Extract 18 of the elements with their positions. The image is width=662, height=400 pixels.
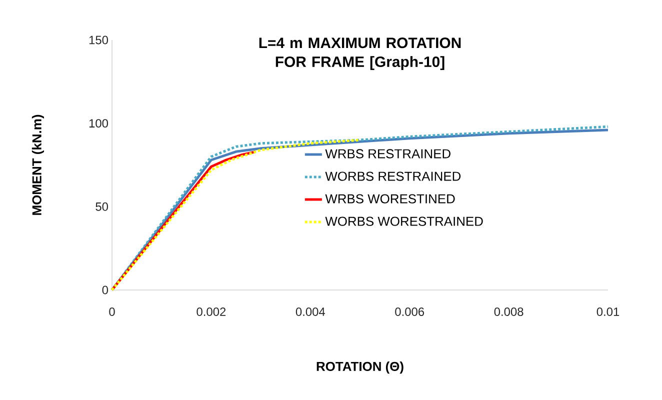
x-tick-label: 0.008 [494,308,524,316]
x-tick-label: 0.01 [596,308,620,316]
line-series [110,150,258,292]
legend-label: WORBS WORESTRAINED [325,216,483,226]
y-tick-label: 150 [89,36,108,44]
y-tick-label: 100 [89,119,108,128]
y-tick-label: 0 [102,286,108,294]
legend-label: WORBS RESTRAINED [325,172,461,181]
x-tick-label: 0.002 [196,308,226,316]
legend-label: WRBS RESTRAINED [325,149,450,158]
legend-label: WRBS WORESTINED [325,194,455,204]
x-tick-label: 0 [109,308,115,316]
y-axis-title: MOMENT (kN.m) [32,114,44,215]
x-tick-label: 0.004 [296,308,326,316]
y-tick-label: 50 [96,202,108,211]
x-axis-title: ROTATION (Θ) [316,362,404,374]
chart-title: L=4 m MAXIMUM ROTATION FOR FRAME [Graph-10] [259,38,461,70]
x-tick-label: 0.006 [395,308,424,316]
